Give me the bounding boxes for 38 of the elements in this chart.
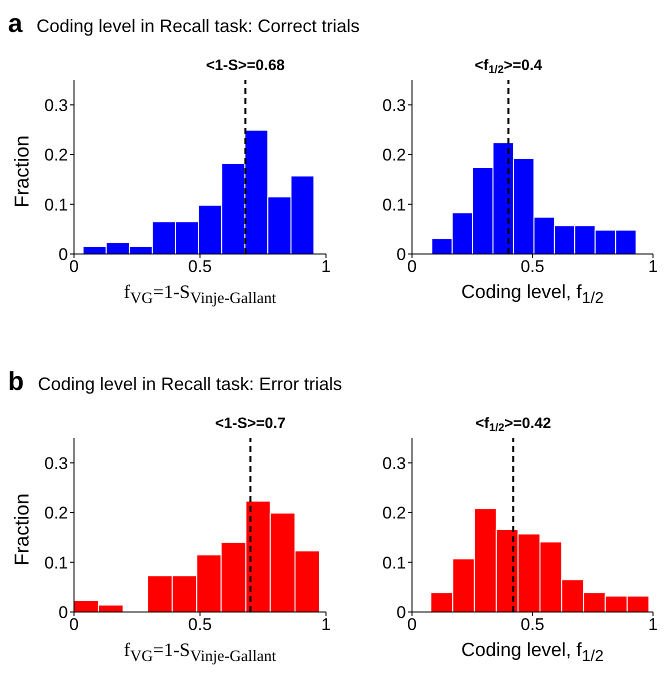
ref-line-label: <1-S>=0.68 — [206, 57, 285, 74]
x-tick-label: 0.5 — [520, 257, 544, 276]
y-axis-title: Fraction — [12, 492, 34, 568]
x-axis-title: f$_{VG}$=1-S$_{Vinje-Gallant}$ — [122, 640, 278, 666]
y-tick-label: 0.3 — [44, 454, 68, 473]
x-tick-label: 0.5 — [520, 615, 544, 634]
x-axis-title: f$_{VG}$=1-S$_{Vinje-Gallant}$ — [122, 282, 278, 308]
chart-title: Coding level in Recall task: Correct trials — [36, 16, 360, 37]
y-tick-label: 0.1 — [44, 553, 68, 572]
y-tick-label: 0.1 — [382, 553, 406, 572]
ref-line-label: <1-S>=0.7 — [215, 415, 286, 432]
y-tick-label: 0 — [396, 245, 406, 264]
x-tick-label: 1 — [321, 615, 331, 634]
y-tick-label: 0.2 — [382, 504, 406, 523]
text: b — [8, 366, 24, 397]
y-tick-label: 0.3 — [382, 454, 406, 473]
x-tick-label: 1 — [321, 257, 331, 276]
ref-line-label: <f$_{1/2}$>=0.42 — [475, 415, 552, 434]
y-tick-label: 0 — [396, 603, 406, 622]
y-axis-title: Fraction — [12, 134, 34, 210]
x-tick-label: 1 — [648, 257, 658, 276]
y-tick-label: 0.2 — [44, 146, 68, 165]
y-tick-label: 0 — [58, 603, 68, 622]
y-tick-label: 0.2 — [382, 146, 406, 165]
ref-line-label: <f$_{1/2}$>=0.4 — [474, 57, 543, 76]
y-tick-label: 0.1 — [44, 195, 68, 214]
chart-title: Coding level in Recall task: Error trials — [38, 374, 342, 395]
x-axis-title: Coding level, f$_{1/2}$ — [460, 282, 605, 308]
y-tick-label: 0.1 — [382, 195, 406, 214]
y-tick-label: 0 — [58, 245, 68, 264]
y-tick-label: 0.3 — [44, 96, 68, 115]
y-tick-label: 0.2 — [44, 504, 68, 523]
x-axis-title: Coding level, f$_{1/2}$ — [460, 640, 605, 666]
y-tick-label: 0.3 — [382, 96, 406, 115]
text: a — [8, 8, 22, 39]
x-tick-label: 1 — [648, 615, 658, 634]
x-tick-label: 0.5 — [188, 615, 212, 634]
x-tick-label: 0.5 — [188, 257, 212, 276]
